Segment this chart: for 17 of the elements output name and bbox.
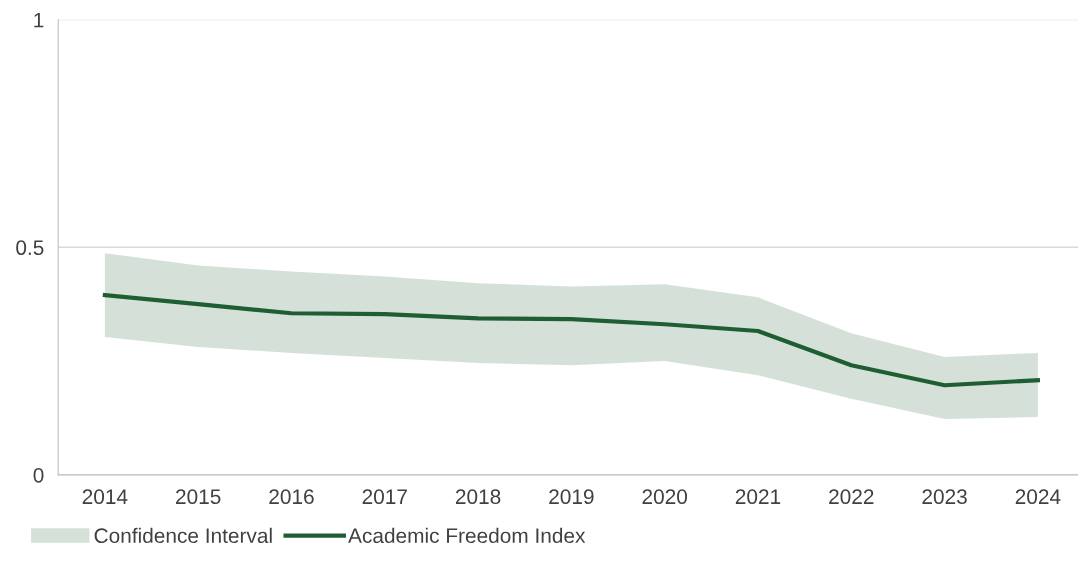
x-tick-label: 2021 [735, 489, 781, 505]
x-tick-label: 2015 [176, 489, 221, 505]
legend-label: Academic Freedom Index [348, 527, 586, 544]
text: Confidence Interval [94, 527, 272, 544]
x-tick-label: 2024 [1015, 489, 1061, 505]
y-tick-label: 1 [34, 12, 44, 28]
x-tick-label: 2022 [829, 489, 874, 505]
x-tick-label: 2023 [922, 489, 967, 505]
y-tick-label: 0 [33, 467, 44, 483]
y-tick-label: 0.5 [16, 240, 44, 256]
x-tick-label: 2020 [642, 489, 688, 505]
x-tick-label: 2017 [362, 489, 407, 505]
x-tick-label: 2016 [269, 489, 314, 505]
x-tick-label: 2014 [82, 489, 128, 505]
x-tick-label: 2018 [455, 489, 501, 505]
x-tick-label: 2019 [549, 489, 594, 505]
line-series [102, 292, 1040, 388]
